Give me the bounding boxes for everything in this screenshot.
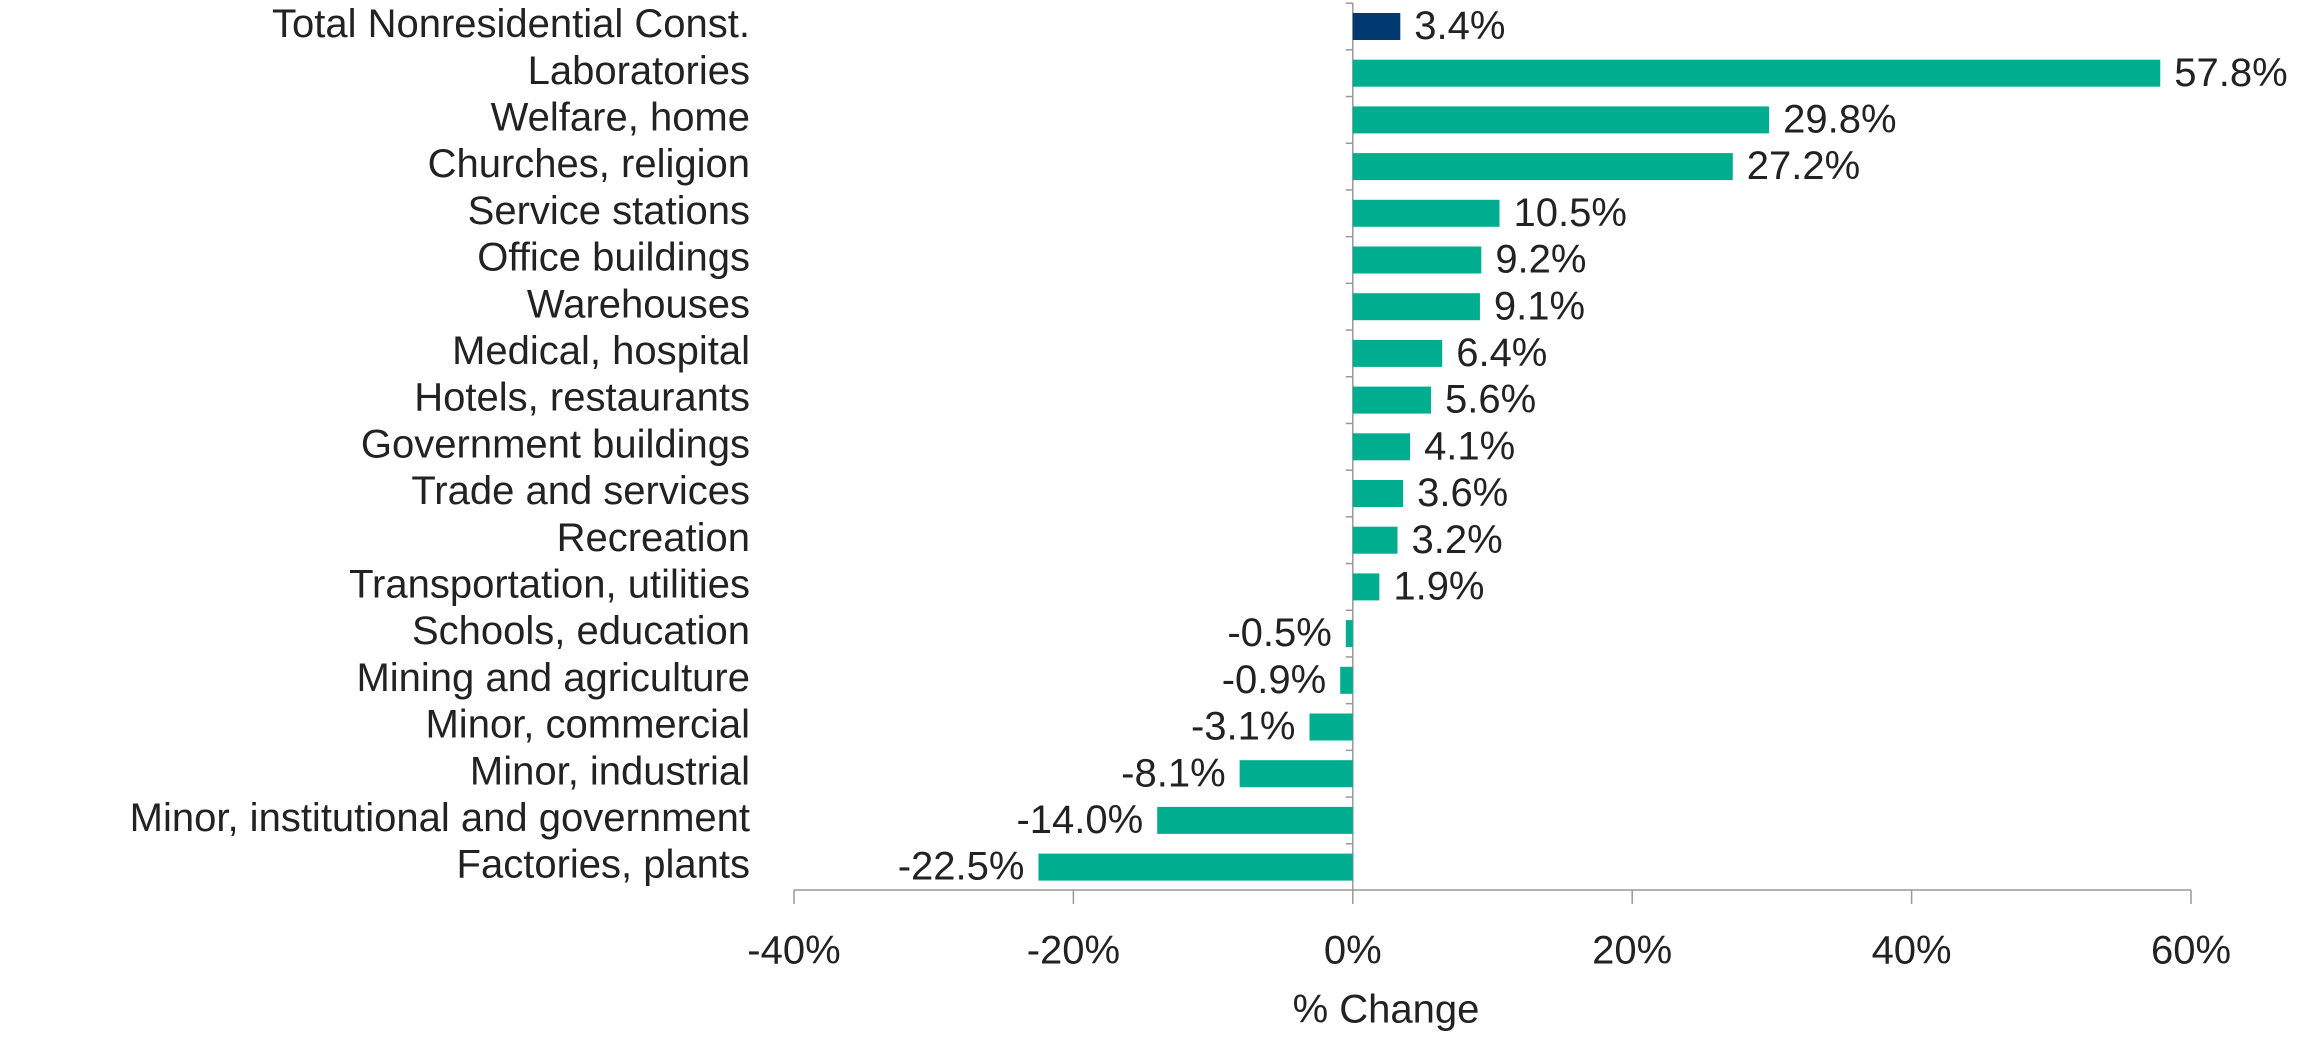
value-label: -22.5% bbox=[898, 845, 1025, 889]
value-label: 9.2% bbox=[1495, 238, 1586, 282]
value-label: 27.2% bbox=[1747, 144, 1860, 188]
y-tick-label: Service stations bbox=[468, 189, 750, 233]
value-label: -0.5% bbox=[1227, 611, 1332, 655]
bar bbox=[1239, 760, 1353, 788]
y-tick-label: Minor, industrial bbox=[470, 749, 750, 793]
y-tick-label: Factories, plants bbox=[457, 843, 750, 887]
bar bbox=[1352, 106, 1770, 134]
value-label: 57.8% bbox=[2174, 51, 2287, 95]
bar bbox=[1352, 339, 1443, 367]
value-label: 10.5% bbox=[1513, 191, 1626, 235]
bar bbox=[1352, 13, 1401, 40]
y-tick-label: Schools, education bbox=[412, 609, 750, 653]
y-tick-label: Trade and services bbox=[411, 469, 750, 513]
bar bbox=[1309, 713, 1353, 741]
y-tick-label: Medical, hospital bbox=[452, 329, 750, 373]
value-label: 29.8% bbox=[1783, 97, 1896, 141]
y-tick-label: Laboratories bbox=[528, 49, 750, 93]
value-label: 1.9% bbox=[1393, 564, 1484, 608]
bar bbox=[1352, 293, 1480, 321]
bar bbox=[1352, 480, 1404, 507]
bar bbox=[1352, 59, 2161, 87]
y-tick-label: Warehouses bbox=[527, 282, 750, 326]
x-axis-label: % Change bbox=[1293, 988, 1480, 1032]
bar bbox=[1340, 666, 1353, 694]
x-tick-label: 40% bbox=[1872, 929, 1952, 973]
value-label: 5.6% bbox=[1445, 378, 1536, 422]
value-label: 3.6% bbox=[1417, 471, 1508, 515]
bar bbox=[1352, 153, 1733, 181]
value-label: 3.4% bbox=[1414, 4, 1505, 48]
y-tick-label: Minor, commercial bbox=[425, 703, 750, 747]
bar bbox=[1352, 386, 1432, 414]
bar bbox=[1157, 806, 1353, 834]
y-tick-label: Churches, religion bbox=[428, 142, 750, 186]
y-tick-label: Total Nonresidential Const. bbox=[272, 2, 750, 46]
bar bbox=[1352, 433, 1411, 461]
value-label: -0.9% bbox=[1222, 658, 1327, 702]
value-label: 9.1% bbox=[1494, 284, 1585, 328]
bar bbox=[1352, 246, 1482, 274]
value-label: 3.2% bbox=[1412, 518, 1503, 562]
x-tick-label: -20% bbox=[1027, 929, 1120, 973]
value-label: -3.1% bbox=[1191, 705, 1296, 749]
y-tick-label: Mining and agriculture bbox=[356, 656, 750, 700]
bar bbox=[1352, 526, 1398, 554]
y-tick-label: Minor, institutional and government bbox=[130, 796, 750, 840]
value-label: 6.4% bbox=[1456, 331, 1547, 375]
bar bbox=[1038, 853, 1353, 881]
y-tick-label: Welfare, home bbox=[491, 95, 750, 139]
value-label: 4.1% bbox=[1424, 424, 1515, 468]
x-tick-label: 20% bbox=[1592, 929, 1672, 973]
y-tick-label: Transportation, utilities bbox=[349, 562, 750, 606]
y-tick-label: Office buildings bbox=[477, 236, 750, 280]
value-label: -8.1% bbox=[1121, 751, 1226, 795]
x-tick-label: 60% bbox=[2151, 929, 2231, 973]
bar bbox=[1352, 573, 1380, 601]
x-tick-label: 0% bbox=[1324, 929, 1382, 973]
y-tick-label: Recreation bbox=[557, 516, 750, 560]
y-tick-label: Government buildings bbox=[361, 422, 750, 466]
value-label: -14.0% bbox=[1016, 798, 1143, 842]
bar bbox=[1352, 199, 1500, 227]
x-tick-label: -40% bbox=[747, 929, 840, 973]
y-tick-label: Hotels, restaurants bbox=[414, 376, 750, 420]
bar bbox=[1345, 620, 1353, 648]
